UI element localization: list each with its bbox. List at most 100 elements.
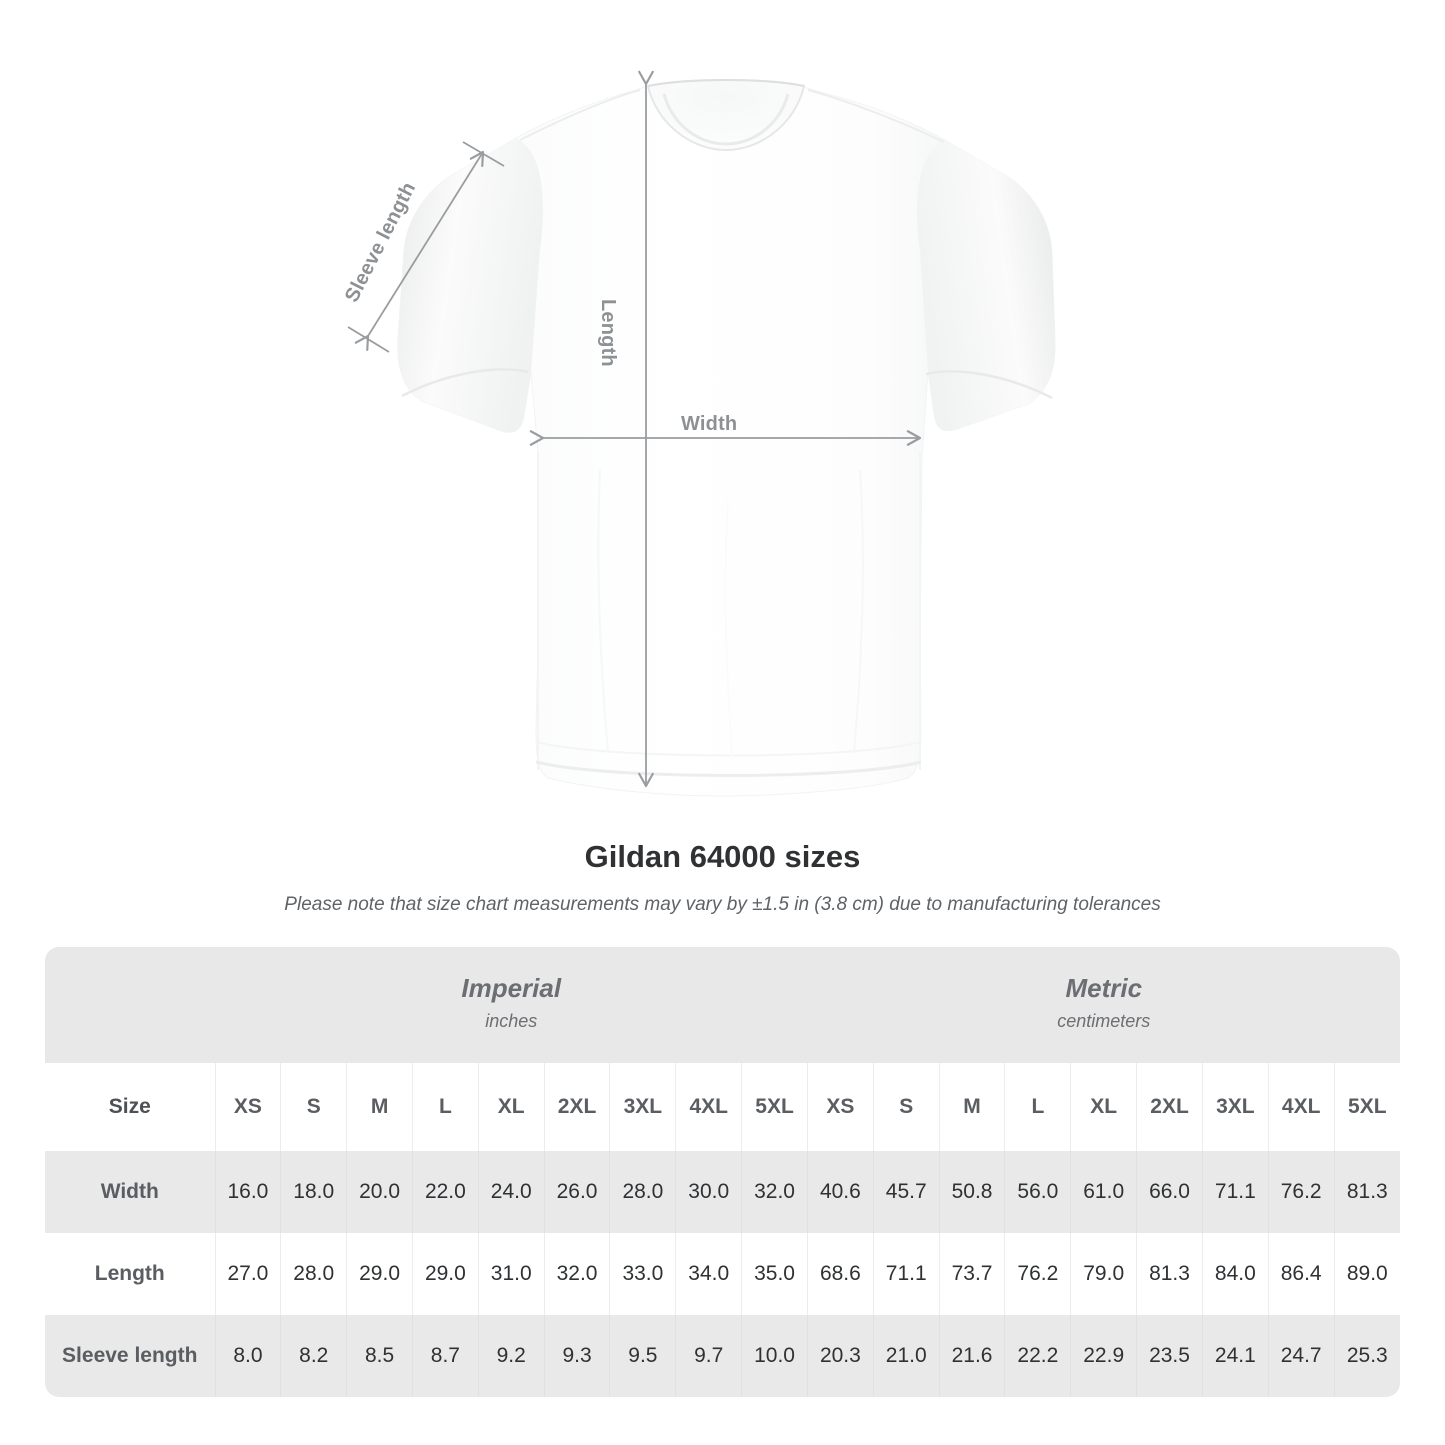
table-row: Width 16.0 18.0 20.0 22.0 24.0 26.0 28.0 30.0 32.… [45, 1151, 1401, 1233]
tshirt-diagram: Sleeve length Length Width [341, 70, 1056, 797]
measurement-cell: 22.0 [411, 1151, 479, 1233]
shirt-right-sleeve [917, 140, 1056, 431]
shirt-bottom-hem-inner [535, 741, 922, 757]
measurement-cell: 34.0 [675, 1233, 742, 1315]
measurement-cell: 8.2 [280, 1315, 347, 1397]
measurement-cell: 20.3 [806, 1315, 874, 1397]
size-header-cell: 5XL [1333, 1063, 1401, 1151]
page-title: Gildan 64000 sizes [584, 839, 861, 874]
size-header-cell: XL [1070, 1063, 1137, 1151]
size-header-cell: 2XL [1136, 1063, 1203, 1151]
measurement-cell: 29.0 [346, 1233, 413, 1315]
size-header-cell: S [280, 1063, 347, 1151]
measurement-cell: 31.0 [477, 1233, 545, 1315]
measurement-cell: 21.0 [872, 1315, 940, 1397]
size-header-cell: XS [214, 1063, 281, 1151]
measurement-cell: 79.0 [1070, 1233, 1137, 1315]
measurement-cell: 50.8 [938, 1151, 1005, 1233]
size-header-row: Size XS S M L XL 2XL 3XL 4XL 5XL XS S M L XL 2XL 3XL 4XL 5… [45, 1063, 1401, 1151]
unit-group-name: Imperial [461, 972, 562, 1003]
measurement-cell: 22.9 [1070, 1315, 1137, 1397]
measurement-cell: 84.0 [1201, 1233, 1269, 1315]
measurement-cell: 9.3 [543, 1315, 610, 1397]
shirt-fold-left [597, 469, 609, 753]
table-row: Sleeve length 8.0 8.2 8.5 8.7 9.2 9.3 9.5 9.7 10.… [45, 1315, 1401, 1397]
size-header-cell: 3XL [609, 1063, 676, 1151]
measurement-cell: 28.0 [609, 1151, 676, 1233]
measurement-cell: 28.0 [280, 1233, 347, 1315]
measurement-cell: 29.0 [411, 1233, 479, 1315]
measurement-cell: 33.0 [609, 1233, 676, 1315]
shirt-fold-right [853, 469, 864, 753]
measurement-cell: 71.1 [1201, 1151, 1269, 1233]
tshirt-illustration [347, 70, 1056, 797]
measurement-cell: 10.0 [741, 1315, 808, 1397]
shirt-right-sleeve-hem [925, 370, 1053, 400]
measurement-cell: 61.0 [1070, 1151, 1137, 1233]
size-header-cell: 3XL [1201, 1063, 1269, 1151]
size-chart-container: Imperial inches Metric centimeters Size XS S M L… [45, 947, 1401, 1397]
shirt-neckline [647, 79, 805, 87]
measurement-cell: 76.2 [1267, 1151, 1335, 1233]
measurement-cell: 81.3 [1333, 1151, 1401, 1233]
measurement-cell: 27.0 [214, 1233, 281, 1315]
size-header-cell: L [411, 1063, 479, 1151]
shirt-fold-center [724, 499, 733, 757]
measurement-cell: 73.7 [938, 1233, 1005, 1315]
measurement-cell: 24.1 [1201, 1315, 1269, 1397]
size-header-cell: 4XL [1267, 1063, 1335, 1151]
measurement-cell: 56.0 [1004, 1151, 1071, 1233]
unit-group-subtitle: centimeters [1057, 1011, 1151, 1032]
shirt-left-sleeve-hem [401, 368, 529, 398]
measurement-cell: 8.7 [411, 1315, 479, 1397]
row-label-length: Length [45, 1233, 215, 1315]
row-label-width: Width [45, 1151, 215, 1233]
sleeve-length-tick-top [462, 141, 505, 167]
measurement-cell: 35.0 [741, 1233, 808, 1315]
measurement-cell: 24.7 [1267, 1315, 1335, 1397]
measurement-cell: 20.0 [346, 1151, 413, 1233]
size-header-cell: L [1004, 1063, 1071, 1151]
unit-group-name: Metric [1065, 972, 1143, 1003]
measurement-cell: 89.0 [1333, 1233, 1401, 1315]
measurement-cell: 9.2 [477, 1315, 545, 1397]
measurement-cell: 16.0 [214, 1151, 281, 1233]
measurement-cell: 9.5 [609, 1315, 676, 1397]
measurement-cell: 32.0 [741, 1151, 808, 1233]
size-header-cell: 2XL [543, 1063, 610, 1151]
size-header-cell: 5XL [741, 1063, 808, 1151]
size-header-cell: M [938, 1063, 1005, 1151]
size-header-cell: XS [806, 1063, 874, 1151]
unit-header-row: Imperial inches Metric centimeters [45, 947, 1401, 1063]
measurement-cell: 86.4 [1267, 1233, 1335, 1315]
size-header-cell: M [346, 1063, 413, 1151]
title-block: Gildan 64000 sizes Please note that size… [0, 838, 1445, 918]
sleeve-length-tick-bottom [347, 326, 390, 353]
measurement-cell: 8.0 [214, 1315, 281, 1397]
measurement-cell: 40.6 [806, 1151, 874, 1233]
measurement-cell: 45.7 [872, 1151, 940, 1233]
shirt-collar-rib [662, 93, 790, 146]
measurement-cell: 25.3 [1333, 1315, 1401, 1397]
measurement-cell: 32.0 [543, 1233, 610, 1315]
measurement-cell: 30.0 [675, 1151, 742, 1233]
sleeve-length-arrow [354, 150, 485, 351]
shirt-bottom-hem [535, 760, 922, 777]
measurement-cell: 76.2 [1004, 1233, 1071, 1315]
size-header-label: Size [45, 1063, 215, 1151]
shirt-left-shoulder-seam [519, 89, 641, 141]
measurement-cell: 22.2 [1004, 1315, 1071, 1397]
measurement-cell: 68.6 [806, 1233, 874, 1315]
unit-group-metric: Metric centimeters [807, 947, 1401, 1063]
size-header-cell: 4XL [675, 1063, 742, 1151]
measurement-cell: 23.5 [1136, 1315, 1203, 1397]
row-label-sleeve-length: Sleeve length [45, 1315, 215, 1397]
width-label: Width [681, 413, 738, 435]
unit-header-spacer [45, 947, 215, 1063]
shirt-right-shoulder-seam [807, 89, 945, 143]
tolerance-note: Please note that size chart measurements… [284, 894, 1161, 916]
measurement-cell: 9.7 [675, 1315, 742, 1397]
measurement-cell: 81.3 [1136, 1233, 1203, 1315]
measurement-cell: 18.0 [280, 1151, 347, 1233]
size-header-cell: XL [477, 1063, 545, 1151]
